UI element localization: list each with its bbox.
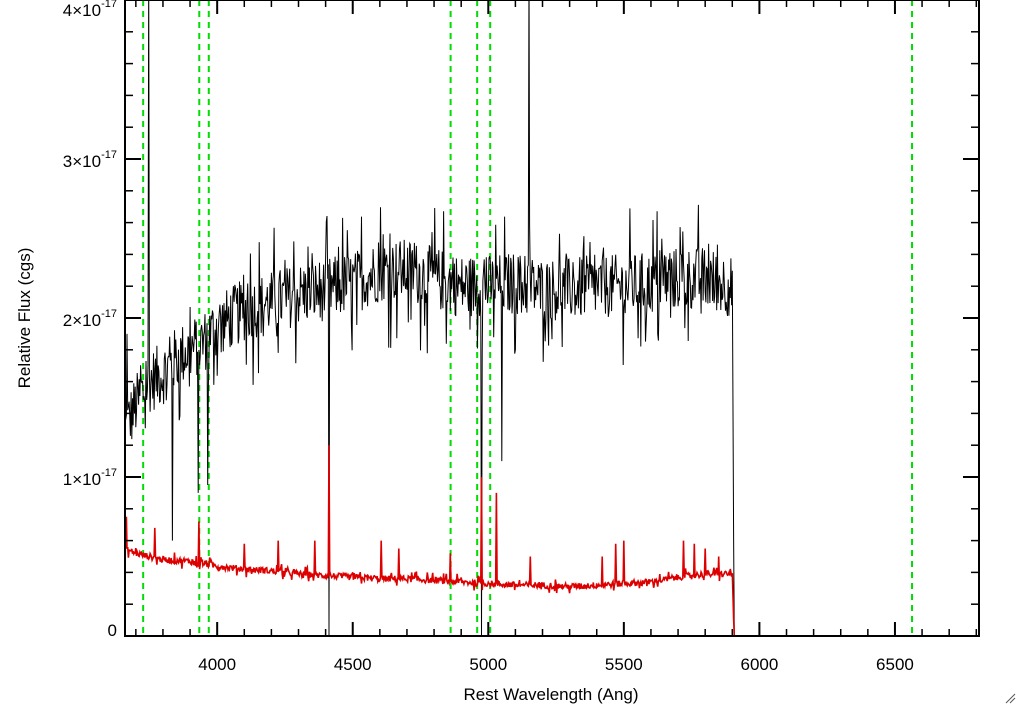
x-tick-label-2: 5000 <box>469 655 507 674</box>
y-tick-label-1: 1×10-17 <box>63 467 117 489</box>
y-tick-label-4: 4×10-17 <box>63 0 117 20</box>
x-tick-label-0: 4000 <box>198 655 236 674</box>
x-tick-label-3: 5500 <box>605 655 643 674</box>
x-tick-label-4: 6000 <box>740 655 778 674</box>
x-tick-label-5: 6500 <box>876 655 914 674</box>
resize-grip-icon[interactable] <box>1004 692 1016 704</box>
x-tick-label-1: 4500 <box>334 655 372 674</box>
y-tick-label-3: 3×10-17 <box>63 149 117 171</box>
x-axis-label: Rest Wavelength (Ang) <box>463 685 638 704</box>
series-line-1 <box>125 445 979 636</box>
x-axis-ticks: 4000 4500 5000 5500 6000 6500 <box>135 0 978 674</box>
y-tick-label-0: 0 <box>108 621 117 640</box>
y-tick-label-2: 2×10-17 <box>63 308 117 330</box>
series-line-0 <box>125 0 979 636</box>
y-axis-ticks: 0 1×10-17 2×10-17 3×10-17 4×10-17 <box>63 0 979 640</box>
spectrum-series <box>125 0 979 636</box>
y-axis-label: Relative Flux (cgs) <box>15 248 34 389</box>
